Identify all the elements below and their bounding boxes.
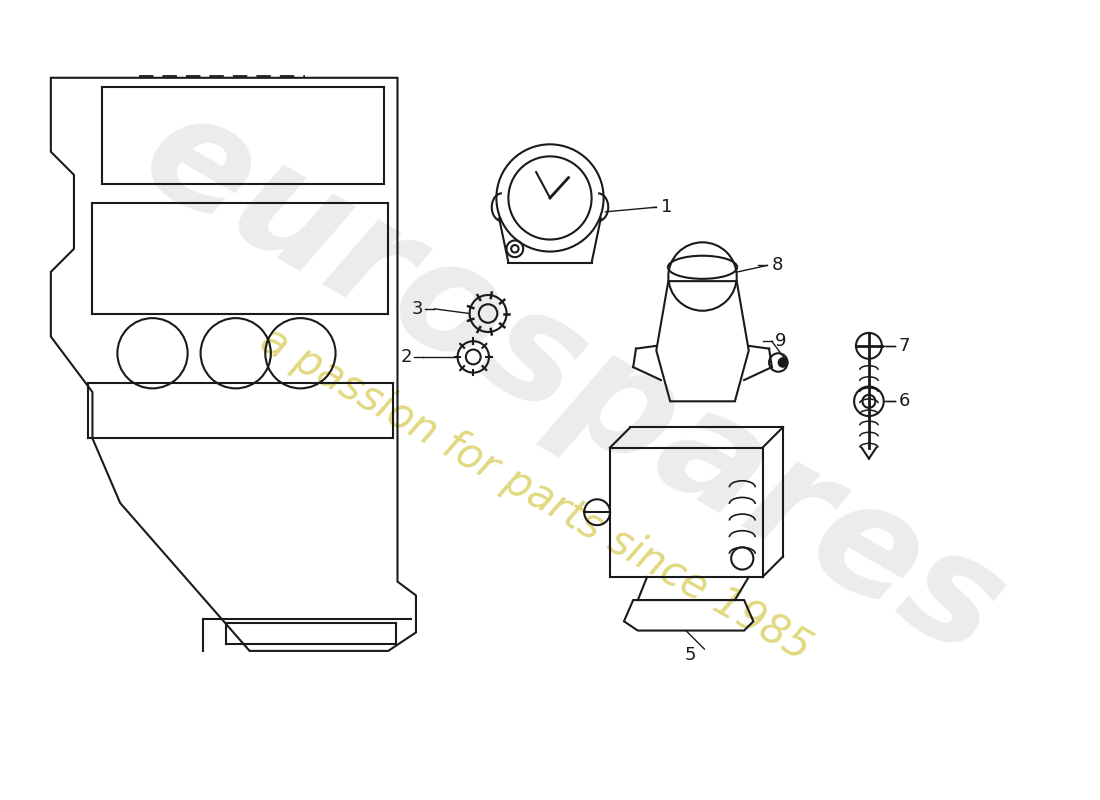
- Text: 9: 9: [774, 332, 786, 350]
- Text: 1: 1: [661, 198, 672, 216]
- Text: 8: 8: [772, 257, 783, 274]
- Text: 2: 2: [400, 348, 411, 366]
- Circle shape: [779, 358, 788, 367]
- Text: 7: 7: [899, 337, 910, 355]
- Text: 5: 5: [685, 646, 696, 664]
- Text: eurospares: eurospares: [118, 77, 1028, 689]
- Text: 3: 3: [411, 300, 422, 318]
- Text: 6: 6: [899, 392, 910, 410]
- Text: a passion for parts since 1985: a passion for parts since 1985: [253, 318, 818, 669]
